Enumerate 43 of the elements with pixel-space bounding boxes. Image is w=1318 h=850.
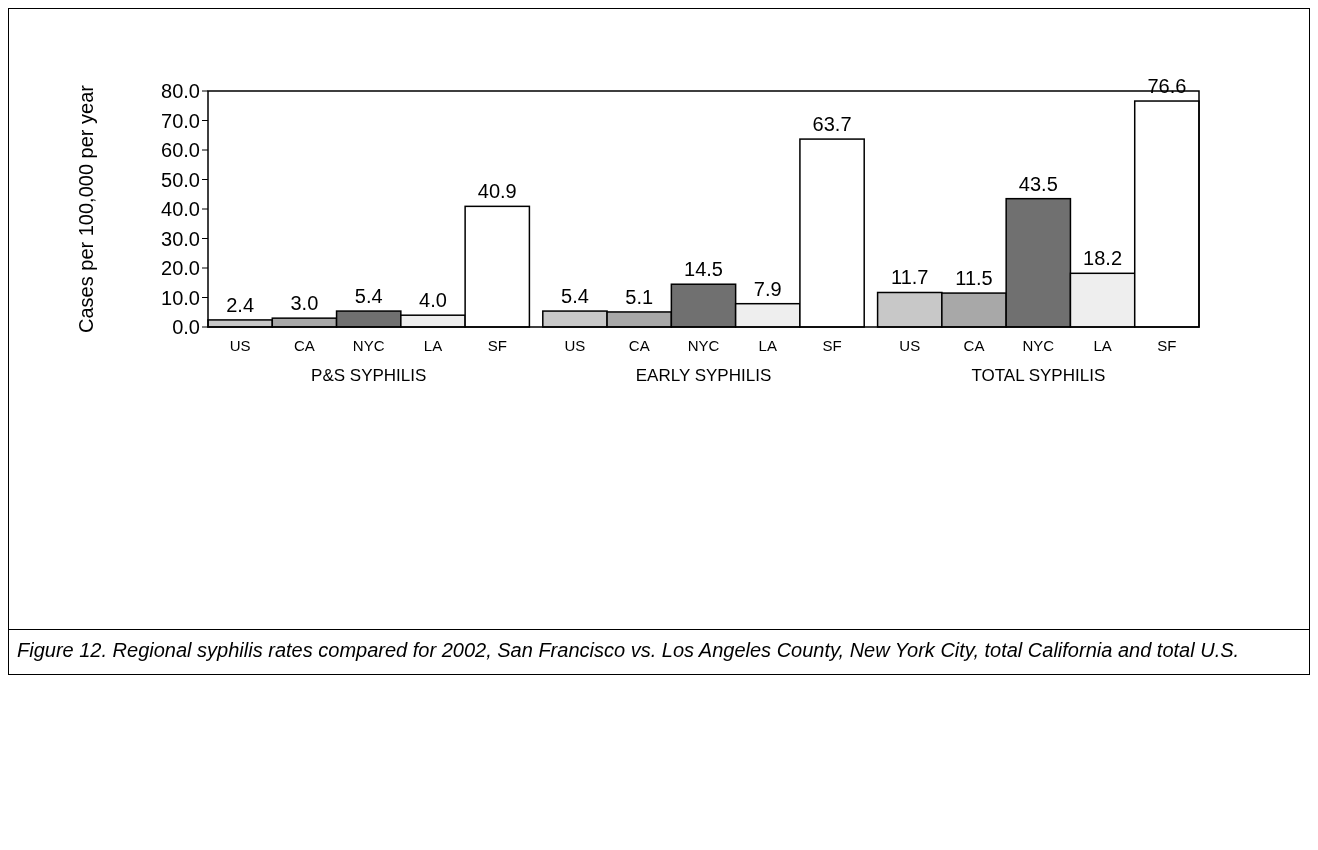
- data-label: 5.4: [561, 285, 589, 308]
- y-tick-label: 40.0: [161, 198, 200, 220]
- caption: Figure 12. Regional syphilis rates compared for 2002, San Francisco vs. Los Angeles County, New York City, total California and total U.S.: [9, 629, 1309, 674]
- text: SF: [1157, 337, 1177, 354]
- data-label: 5.1: [625, 285, 654, 308]
- data-label: 4.0: [419, 289, 447, 312]
- data-label: 18.2: [1083, 247, 1123, 270]
- y-tick-label: 0.0: [172, 316, 200, 338]
- x-tick-label: P&S SYPHILIS: [311, 365, 427, 385]
- x-tick-label: TOTAL SYPHILIS: [971, 365, 1106, 385]
- series-label: SF: [487, 337, 507, 354]
- series-label: LA: [423, 337, 443, 354]
- text: LA: [758, 337, 777, 354]
- data-label: 43.5: [1018, 172, 1058, 195]
- text: US: [899, 337, 921, 354]
- data-label: 11.7: [891, 266, 929, 289]
- data-label: 40.9: [477, 180, 517, 203]
- text: LA: [1093, 337, 1112, 354]
- data-label: 5.4: [354, 285, 383, 308]
- y-tick-label: 70.0: [161, 109, 200, 132]
- text: US: [564, 337, 586, 354]
- y-tick-label: 50.0: [161, 168, 200, 191]
- data-label: 63.7: [812, 113, 852, 136]
- series-label: CA: [294, 337, 315, 354]
- text: NYC: [687, 337, 720, 354]
- y-axis-title: Cases per 100,000 per year: [75, 84, 97, 333]
- y-tick-label: 60.0: [161, 139, 200, 161]
- y-tick-label: 20.0: [161, 257, 200, 279]
- data-label: 14.5: [684, 258, 723, 281]
- text: CA: [963, 337, 985, 354]
- text: SF: [822, 337, 842, 354]
- y-tick-label: 30.0: [161, 227, 200, 250]
- data-label: 7.9: [753, 277, 782, 300]
- data-label: 2.4: [226, 293, 255, 316]
- x-tick-label: EARLY SYPHILIS: [635, 365, 772, 385]
- data-label: 11.5: [955, 267, 993, 290]
- series-label: NYC: [352, 337, 385, 354]
- text: CA: [628, 337, 650, 354]
- text: NYC: [1022, 337, 1055, 354]
- y-tick-label: 10.0: [161, 286, 200, 309]
- y-tick-label: 80.0: [161, 80, 200, 102]
- data-label: 3.0: [290, 292, 319, 315]
- series-label: US: [229, 337, 251, 354]
